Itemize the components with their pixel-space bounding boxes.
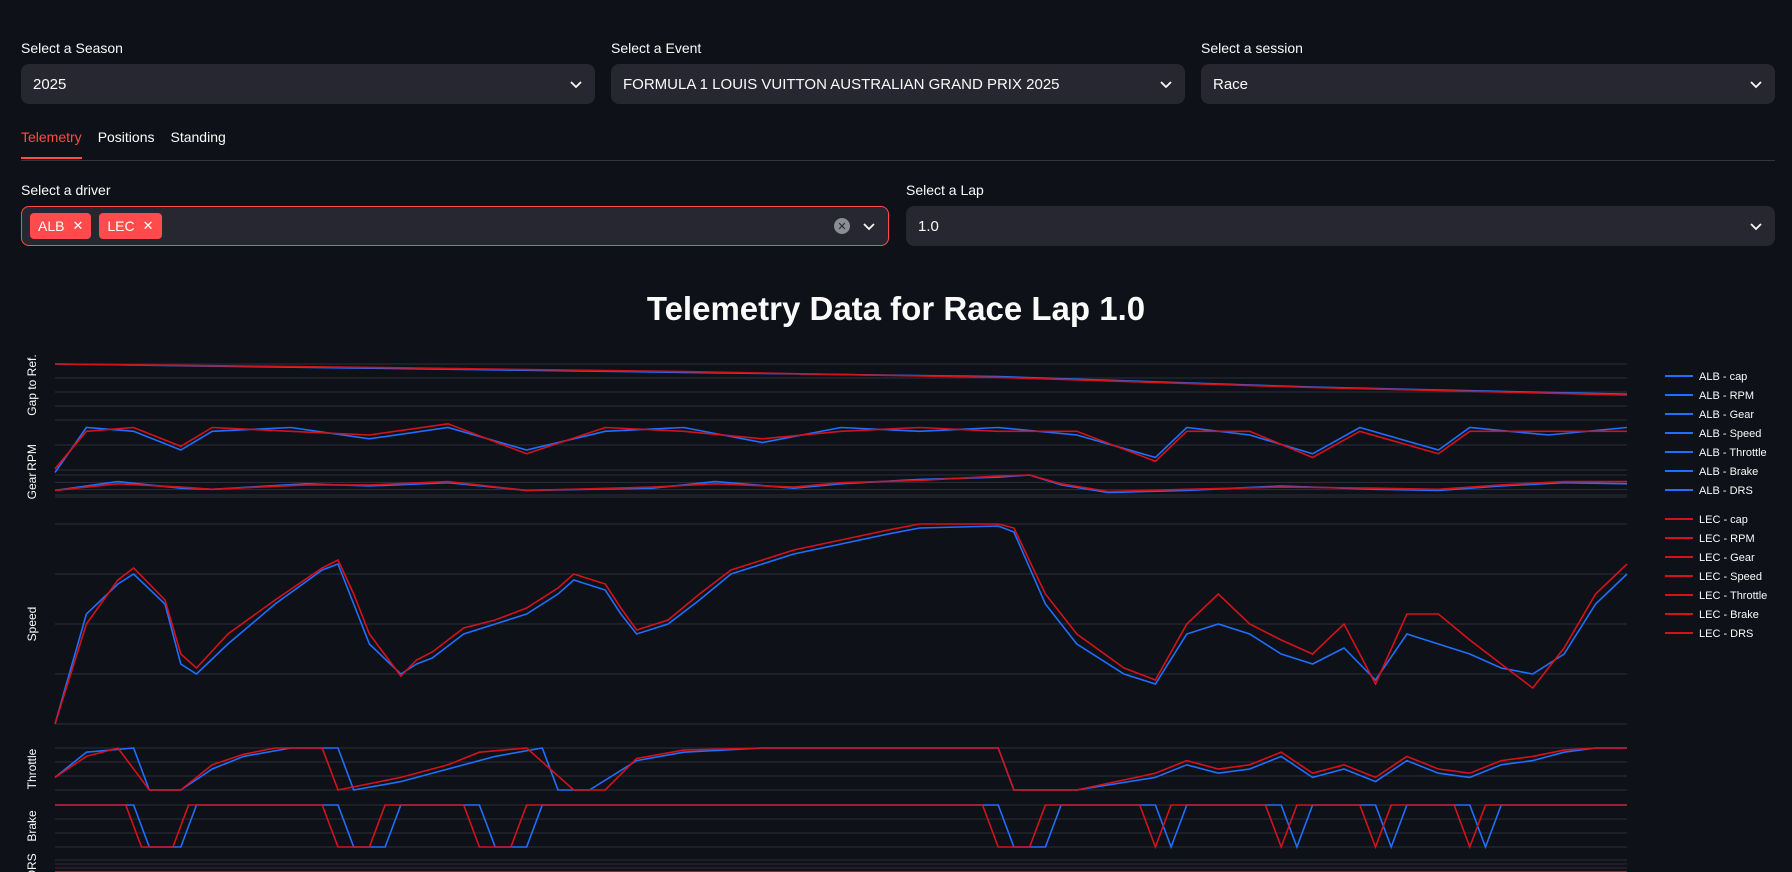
legend-item: ALB - RPM <box>1699 390 1754 402</box>
legend-item: ALB - Brake <box>1699 466 1758 478</box>
legend-item: LEC - DRS <box>1699 628 1753 640</box>
driver-chip-label: ALB <box>38 218 65 234</box>
chevron-down-icon <box>569 77 583 91</box>
tab-telemetry[interactable]: Telemetry <box>21 129 82 159</box>
panel-gear: Gear <box>25 473 1628 500</box>
chevron-down-icon <box>1749 219 1763 233</box>
series-line-lec-brake <box>55 804 1627 850</box>
series-line-lec-speed <box>54 523 1628 725</box>
event-value: FORMULA 1 LOUIS VUITTON AUSTRALIAN GRAND… <box>623 75 1060 93</box>
session-label: Select a session <box>1201 40 1303 56</box>
axis-label-gear: Gear <box>25 473 39 500</box>
panel-drs: DRS <box>25 853 1627 872</box>
series-line-alb-throttle <box>54 747 1627 791</box>
tab-standing[interactable]: Standing <box>170 129 226 145</box>
panel-throttle: Throttle <box>25 747 1627 791</box>
series-line-alb-speed <box>54 525 1628 725</box>
lap-label: Select a Lap <box>906 182 984 198</box>
tab-positions[interactable]: Positions <box>97 129 155 145</box>
tab-bar: Telemetry Positions Standing <box>21 129 226 159</box>
chart-title: Telemetry Data for Race Lap 1.0 <box>646 290 1146 327</box>
chevron-down-icon <box>1159 77 1173 91</box>
legend-item: ALB - DRS <box>1699 485 1753 497</box>
panel-speed: Speed <box>25 523 1628 725</box>
axis-label-drs: DRS <box>25 853 39 872</box>
lap-select[interactable]: 1.0 <box>906 206 1775 246</box>
axis-label-brake: Brake <box>25 810 39 842</box>
legend-item: LEC - Throttle <box>1699 590 1767 602</box>
event-select[interactable]: FORMULA 1 LOUIS VUITTON AUSTRALIAN GRAND… <box>611 64 1185 104</box>
chevron-down-icon[interactable] <box>862 219 876 233</box>
remove-chip-icon[interactable]: ✕ <box>142 218 154 233</box>
legend-item: ALB - Throttle <box>1699 447 1767 459</box>
lap-value: 1.0 <box>918 217 939 235</box>
chevron-down-icon <box>1749 77 1763 91</box>
season-value: 2025 <box>33 75 67 93</box>
driver-chip-alb: ALB ✕ <box>30 213 92 239</box>
legend: ALB - cap ALB - RPM ALB - Gear ALB - Speed A… <box>1665 371 1767 640</box>
legend-item: LEC - cap <box>1699 514 1748 526</box>
legend-item: LEC - RPM <box>1699 533 1755 545</box>
legend-item: LEC - Brake <box>1699 609 1759 621</box>
driver-chips: ALB ✕ LEC ✕ <box>30 213 834 239</box>
season-label: Select a Season <box>21 40 123 56</box>
axis-label-throttle: Throttle <box>25 748 39 789</box>
session-select[interactable]: Race <box>1201 64 1775 104</box>
clear-icon[interactable]: ✕ <box>834 218 850 234</box>
session-value: Race <box>1213 75 1249 93</box>
legend-item: ALB - Gear <box>1699 409 1754 421</box>
series-line-lec-gear <box>54 474 1627 493</box>
legend-item: LEC - Speed <box>1699 571 1762 583</box>
legend-item: LEC - Gear <box>1699 552 1755 564</box>
panel-brake: Brake <box>25 804 1627 850</box>
driver-chip-lec: LEC ✕ <box>99 213 162 239</box>
driver-label: Select a driver <box>21 182 111 198</box>
axis-label-rpm: RPM <box>25 444 39 471</box>
legend-item: ALB - cap <box>1699 371 1747 383</box>
event-label: Select a Event <box>611 40 702 56</box>
axis-label-speed: Speed <box>25 607 39 642</box>
telemetry-chart[interactable]: Gap to Ref. RPM Gear Speed Throttle Brake DRS A… <box>0 340 1792 872</box>
panel-gap: Gap to Ref. <box>25 354 1628 416</box>
driver-multiselect[interactable]: ALB ✕ LEC ✕ ✕ <box>21 206 889 246</box>
legend-item: ALB - Speed <box>1699 428 1761 440</box>
series-line-lec-rpm <box>54 422 1627 470</box>
remove-chip-icon[interactable]: ✕ <box>72 218 84 233</box>
series-line-lec-gap <box>54 363 1628 396</box>
axis-label-gap: Gap to Ref. <box>25 354 39 415</box>
season-select[interactable]: 2025 <box>21 64 595 104</box>
panel-rpm: RPM <box>25 419 1628 496</box>
driver-chip-label: LEC <box>107 218 135 234</box>
tab-divider <box>21 160 1775 161</box>
series-line-lec-throttle <box>54 747 1627 791</box>
series-line-alb-brake <box>55 804 1627 850</box>
series-line-alb-rpm <box>54 426 1628 473</box>
